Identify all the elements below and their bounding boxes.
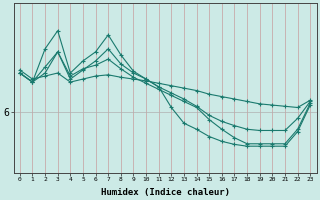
X-axis label: Humidex (Indice chaleur): Humidex (Indice chaleur) (100, 188, 229, 197)
